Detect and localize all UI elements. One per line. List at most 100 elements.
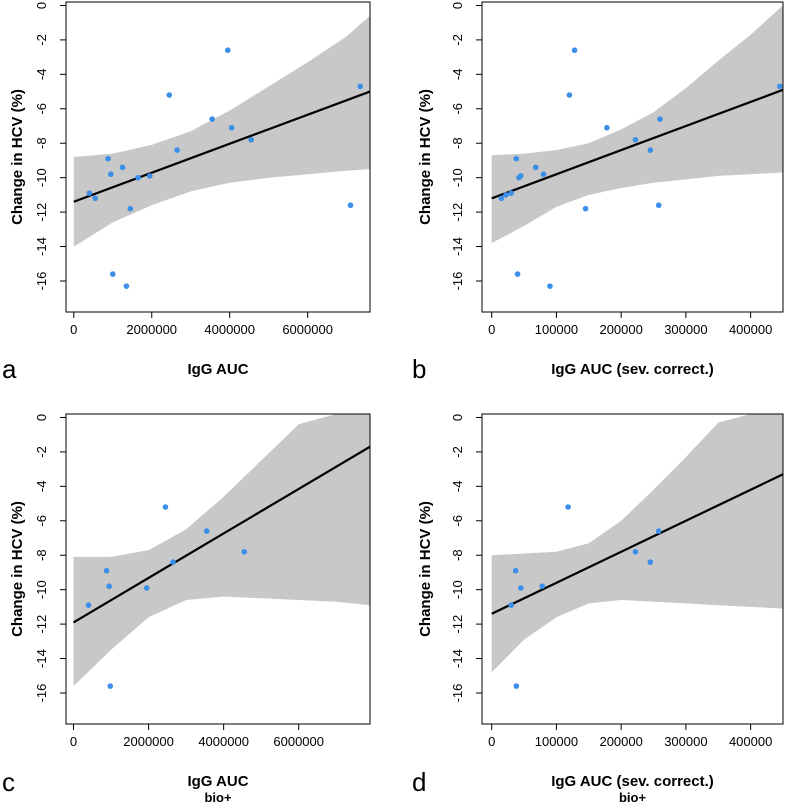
y-tick-label: -10 (450, 168, 465, 187)
data-point (518, 173, 524, 179)
plot-frame (481, 413, 784, 725)
y-tick-label: -10 (34, 580, 49, 599)
data-point (106, 583, 112, 590)
data-point (657, 116, 663, 122)
data-point (547, 283, 553, 289)
data-point (647, 147, 654, 153)
data-point (103, 567, 110, 574)
x-tick-label: 300000 (664, 322, 707, 337)
panel-b: 0 -2 -4 -6 -8 -10 -12 -14 -16 0 100000 200000 300000… (412, 1, 784, 384)
data-point (647, 559, 654, 565)
x-tick-label: 400000 (729, 322, 772, 337)
x-tick-label: 2000000 (123, 734, 174, 749)
data-point (228, 124, 235, 131)
y-tick-label: 0 (450, 2, 465, 9)
x-tick-label: 0 (70, 734, 77, 749)
data-point (632, 136, 639, 143)
y-tick-label: 0 (34, 2, 49, 9)
plot-frame (65, 413, 371, 725)
plot-frame (65, 1, 371, 313)
data-point (776, 83, 783, 90)
data-point (565, 504, 571, 510)
x-tick-label: 4000000 (204, 322, 255, 337)
data-point (508, 602, 514, 608)
x-tick-label: 0 (488, 734, 495, 749)
data-point (86, 190, 93, 196)
data-point (655, 202, 662, 209)
y-tick-label: -2 (450, 446, 465, 458)
y-axis-title: Change in HCV (%) (9, 501, 26, 637)
y-axis-title: Change in HCV (%) (9, 89, 26, 225)
data-point (582, 205, 589, 212)
data-point (347, 202, 354, 209)
y-tick-label: -14 (34, 237, 49, 256)
y-tick-label: -12 (34, 615, 49, 634)
data-point (540, 171, 547, 178)
panel-letter: c (2, 767, 15, 797)
y-tick-label: -2 (34, 446, 49, 458)
x-tick-label: 2000000 (126, 322, 177, 337)
y-tick-label: -2 (34, 34, 49, 46)
y-tick-label: -8 (450, 549, 465, 561)
x-axis-title: IgG AUC (sev. correct.) (551, 773, 714, 790)
data-point (108, 171, 114, 178)
y-tick-label: 0 (34, 414, 49, 421)
y-tick-label: -6 (34, 103, 49, 115)
x-axis-subtitle: bio+ (204, 790, 231, 805)
confidence-band (73, 15, 370, 247)
data-point (107, 683, 114, 689)
y-tick-label: -4 (450, 481, 465, 493)
data-point (85, 602, 92, 608)
x-axis-subtitle: bio+ (619, 790, 646, 805)
y-tick-label: -16 (450, 272, 465, 291)
data-point (203, 528, 210, 534)
data-point (92, 195, 99, 202)
data-point (174, 147, 180, 153)
regression-line (491, 88, 783, 200)
x-tick-label: 6000000 (273, 734, 324, 749)
data-point (566, 92, 573, 98)
y-tick-label: -8 (450, 137, 465, 149)
x-axis-title: IgG AUC (187, 361, 248, 378)
x-tick-label: 100000 (535, 322, 578, 337)
y-tick-label: -4 (34, 69, 49, 81)
data-point (143, 585, 150, 591)
panel-d: 0 -2 -4 -6 -8 -10 -12 -14 -16 0 100000 200000 300000… (412, 413, 784, 805)
x-tick-label: 400000 (729, 734, 772, 749)
y-tick-label: -14 (450, 649, 465, 668)
data-point (224, 47, 231, 54)
data-point (162, 504, 169, 510)
y-axis-title: Change in HCV (%) (417, 89, 434, 225)
data-point (513, 155, 520, 162)
data-point (119, 164, 126, 171)
y-tick-label: -14 (450, 237, 465, 256)
data-point (655, 528, 662, 534)
data-point (518, 585, 524, 591)
panel-a: 0 -2 -4 -6 -8 -10 -12 -14 -16 0 2000000 4000000 6000… (2, 1, 371, 384)
data-point (170, 559, 176, 565)
data-point (604, 124, 610, 131)
confidence-band (73, 414, 370, 687)
data-point (357, 83, 364, 90)
y-tick-label: -8 (34, 137, 49, 149)
data-point (514, 271, 521, 277)
y-tick-label: -4 (450, 69, 465, 81)
data-point (539, 583, 545, 590)
x-tick-label: 0 (70, 322, 77, 337)
panel-letter: b (412, 354, 426, 384)
data-point (532, 164, 539, 171)
x-axis-title: IgG AUC (sev. correct.) (551, 361, 714, 378)
y-tick-label: -14 (34, 649, 49, 668)
data-point (513, 683, 520, 689)
data-point (166, 92, 173, 98)
x-tick-label: 6000000 (282, 322, 333, 337)
data-point (105, 155, 111, 162)
data-point (109, 271, 116, 277)
data-point (241, 548, 248, 555)
y-tick-label: -6 (450, 103, 465, 115)
regression-line (73, 90, 370, 203)
y-tick-label: -4 (34, 481, 49, 493)
data-point (248, 136, 254, 143)
y-tick-label: -16 (34, 684, 49, 703)
